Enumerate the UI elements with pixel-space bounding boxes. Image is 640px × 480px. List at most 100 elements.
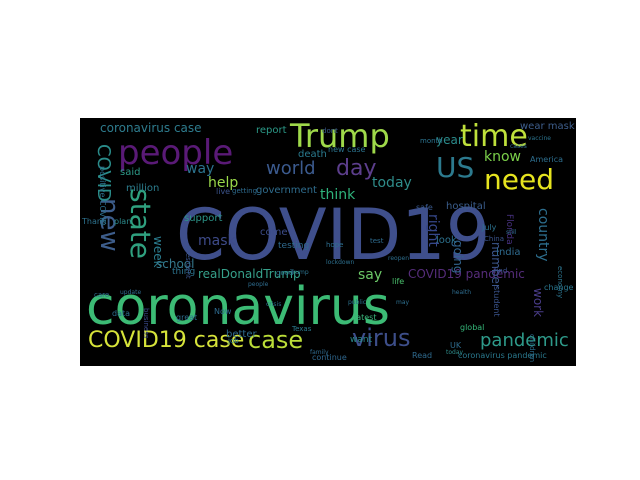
word-find: find <box>494 267 508 275</box>
word-great: great <box>176 313 198 322</box>
word-health: health <box>452 289 471 296</box>
word-people: people <box>118 133 234 173</box>
word-coronavirus: coronavirus <box>86 277 390 337</box>
word-children: children <box>528 334 536 363</box>
word-virus: virus <box>352 324 411 352</box>
word-realdonaldtrump: realDonaldTrump <box>198 267 301 281</box>
word-coronavirus-pandemic: coronavirus pandemic <box>458 351 547 360</box>
word-pandemic: pandemic <box>480 330 569 351</box>
word-safe: safe <box>416 203 433 212</box>
word-continue: continue <box>312 353 347 362</box>
word-getting: getting <box>232 187 258 195</box>
word-hope: hope <box>326 241 344 249</box>
word-test: test <box>370 237 384 245</box>
word-reopen: reopen <box>388 255 409 262</box>
word-dont: dont <box>322 127 338 135</box>
word-cloud: COVID19 coronavirus people Trump time need US d… <box>80 118 576 366</box>
word-support: support <box>184 213 223 224</box>
word-help: help <box>208 175 239 191</box>
word-way: way <box>186 161 215 177</box>
word-school: school <box>156 257 195 271</box>
word-thing: thing <box>172 267 196 277</box>
word-florida: Florida <box>504 214 514 245</box>
word-day: day <box>336 156 377 181</box>
word-data: data <box>112 309 131 318</box>
word-job: job <box>228 337 239 345</box>
word-right: right <box>425 214 441 247</box>
word-wear-mask: wear mask <box>520 121 575 132</box>
word-us: US <box>436 151 475 184</box>
word-country: country <box>535 208 551 262</box>
word-look: look <box>436 235 457 246</box>
word-year: year <box>436 133 463 147</box>
word-vaccine: vaccine <box>528 135 551 142</box>
word-number: number <box>489 242 503 289</box>
word-today: today <box>446 349 464 356</box>
word-say: say <box>358 267 383 283</box>
word-care: care <box>94 291 110 299</box>
word-want: want <box>350 335 373 345</box>
word-state: state <box>124 188 157 259</box>
word-update: update <box>120 289 142 296</box>
word-student: student <box>492 286 501 317</box>
word-know: know <box>484 149 521 165</box>
word-trump: Trump <box>290 269 309 276</box>
word-global: global <box>460 323 485 332</box>
word-uk: UK <box>450 341 462 350</box>
word-trump: Trump <box>290 118 390 155</box>
word-said: said <box>120 167 141 178</box>
word-plan: plan <box>114 217 132 226</box>
word-today: today <box>372 175 412 191</box>
word-may: may <box>396 299 410 306</box>
word-case: case <box>248 326 304 354</box>
word-india: India <box>496 247 521 258</box>
word-time: time <box>460 119 528 154</box>
word-week: week <box>151 236 165 268</box>
word-hospital: hospital <box>446 201 486 212</box>
word-live: live <box>216 187 231 196</box>
word-covid19-case: COVID19 case <box>88 328 245 353</box>
word-need: need <box>484 163 554 196</box>
word-better: better <box>226 329 257 340</box>
word-new-case: new case <box>328 145 366 154</box>
word-new: new <box>94 198 124 252</box>
word-mask: mask <box>198 233 236 249</box>
word-work: work <box>531 288 545 318</box>
word-good: good <box>276 269 294 277</box>
word-month: month <box>420 137 443 145</box>
word-million: million <box>126 183 160 194</box>
word-covid: COVID <box>93 144 114 202</box>
word-now: Now <box>214 307 232 316</box>
word-still: still <box>506 229 517 236</box>
word-president: President <box>184 246 192 279</box>
word-people: people <box>248 281 269 288</box>
word-public: public <box>348 299 367 306</box>
word-world: world <box>266 158 316 179</box>
word-come: come <box>260 227 288 238</box>
word-covid19: COVID19 <box>176 194 491 276</box>
word-change: change <box>544 283 574 292</box>
word-think: think <box>320 187 356 203</box>
word-crisis: crisis <box>266 301 282 308</box>
word-report: report <box>256 125 287 136</box>
word-coronavirus-case: coronavirus case <box>100 121 202 135</box>
word-business: business <box>142 308 150 339</box>
word-testing: testing <box>278 241 310 251</box>
word-thank: Thank <box>82 217 107 226</box>
word-america: America <box>530 155 563 164</box>
word-latest: latest <box>354 313 377 322</box>
word-death: death <box>298 149 327 160</box>
word-china: China <box>484 235 504 243</box>
word-economy: economy <box>556 266 564 299</box>
word-positive-covid: positive COVID <box>98 166 107 226</box>
word-family: family <box>310 349 329 356</box>
word-going: going <box>451 240 465 274</box>
word-government: government <box>256 185 317 196</box>
word-life: life <box>392 277 405 286</box>
word-read: Read <box>412 351 433 360</box>
word-texas: Texas <box>292 325 312 333</box>
word-cases: cases <box>510 143 527 150</box>
word-lockdown: lockdown <box>326 259 355 266</box>
word-covid19-pandemic: COVID19 pandemic <box>408 267 525 281</box>
word-july: July <box>482 223 497 232</box>
